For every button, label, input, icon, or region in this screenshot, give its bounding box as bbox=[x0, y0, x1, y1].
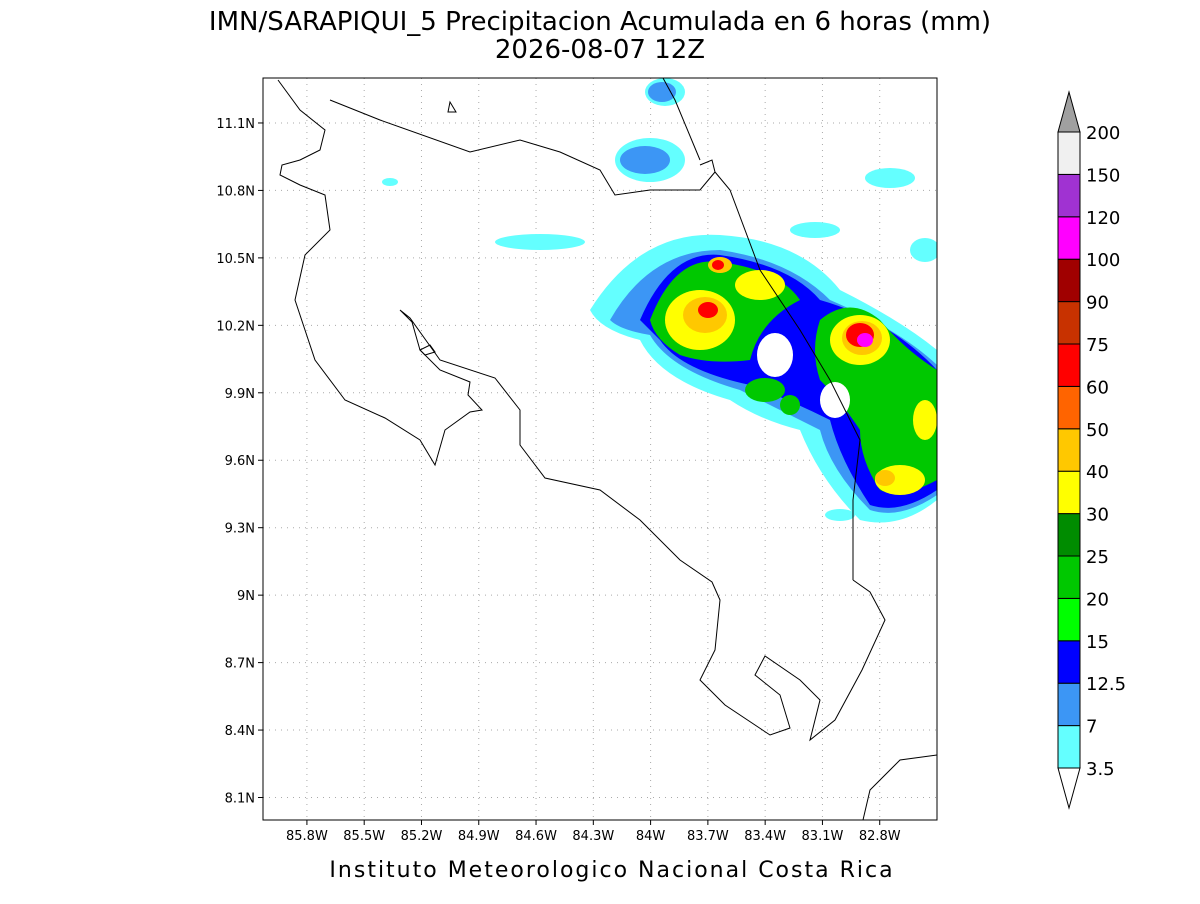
x-tick-label: 84.9W bbox=[458, 829, 500, 844]
x-tick-label: 85.2W bbox=[401, 829, 443, 844]
colorbar-box bbox=[1057, 513, 1081, 557]
x-tick-label: 83.1W bbox=[802, 829, 844, 844]
x-tick-label: 85.5W bbox=[343, 829, 385, 844]
y-tick-label: 9N bbox=[237, 589, 255, 604]
colorbar-box bbox=[1057, 131, 1081, 175]
colorbar-label: 120 bbox=[1086, 208, 1120, 229]
colorbar-label: 30 bbox=[1086, 505, 1109, 526]
axis-labels: 85.8W 85.5W 85.2W 84.9W 84.6W 84.3W 84W 83.7W 83… bbox=[216, 117, 900, 844]
colorbar-label: 3.5 bbox=[1086, 759, 1115, 780]
colorbar-label: 75 bbox=[1086, 335, 1109, 356]
x-tick-label: 84.6W bbox=[515, 829, 557, 844]
colorbar-label: 7 bbox=[1086, 717, 1097, 738]
colorbar-label: 20 bbox=[1086, 589, 1109, 610]
colorbar-label: 90 bbox=[1086, 293, 1109, 314]
colorbar-box bbox=[1057, 470, 1081, 515]
x-tick-label: 84.3W bbox=[572, 829, 614, 844]
precip-field bbox=[382, 78, 937, 523]
colorbar-label: 15 bbox=[1086, 632, 1109, 653]
colorbar-label: 25 bbox=[1086, 547, 1109, 568]
footer: Instituto Meteorologico Nacional Costa R… bbox=[329, 858, 894, 883]
colorbar-box bbox=[1057, 640, 1081, 684]
colorbar-box bbox=[1057, 301, 1081, 345]
y-tick-label: 9.6N bbox=[225, 454, 255, 469]
x-tick-label: 83.4W bbox=[744, 829, 786, 844]
colorbar-under bbox=[1057, 767, 1081, 810]
colorbar-label: 200 bbox=[1086, 123, 1120, 144]
colorbar: 3.5 7 12.5 15 20 25 30 40 50 60 75 90 100 120 150 200 bbox=[1057, 90, 1126, 810]
y-tick-label: 8.4N bbox=[225, 724, 255, 739]
colorbar-box bbox=[1057, 428, 1081, 472]
colorbar-box bbox=[1057, 555, 1081, 599]
x-tick-label: 84W bbox=[636, 829, 666, 844]
colorbar-box bbox=[1057, 385, 1081, 430]
x-tick-label: 83.7W bbox=[687, 829, 729, 844]
coastline bbox=[277, 78, 937, 820]
title: IMN/SARAPIQUI_5 Precipitacion Acumulada … bbox=[209, 7, 991, 37]
y-tick-label: 9.9N bbox=[225, 387, 255, 402]
y-tick-label: 10.5N bbox=[216, 252, 255, 267]
colorbar-label: 150 bbox=[1086, 165, 1120, 186]
y-tick-label: 10.2N bbox=[216, 319, 255, 334]
colorbar-label: 60 bbox=[1086, 377, 1109, 398]
x-tick-label: 85.8W bbox=[286, 829, 328, 844]
colorbar-over bbox=[1057, 90, 1081, 133]
colorbar-box bbox=[1057, 682, 1081, 727]
colorbar-label: 40 bbox=[1086, 462, 1109, 483]
y-tick-label: 8.1N bbox=[225, 792, 255, 807]
colorbar-box bbox=[1057, 725, 1081, 769]
y-tick-label: 9.3N bbox=[225, 522, 255, 537]
colorbar-label: 50 bbox=[1086, 420, 1109, 441]
subtitle: 2026-08-07 12Z bbox=[495, 35, 705, 65]
x-tick-label: 82.8W bbox=[859, 829, 901, 844]
map-frame bbox=[262, 77, 938, 821]
colorbar-box bbox=[1057, 173, 1081, 218]
colorbar-box bbox=[1057, 216, 1081, 260]
graticule bbox=[263, 78, 937, 820]
y-tick-label: 11.1N bbox=[216, 117, 255, 132]
y-tick-label: 10.8N bbox=[216, 184, 255, 199]
colorbar-box bbox=[1057, 258, 1081, 303]
colorbar-label: 12.5 bbox=[1086, 674, 1126, 695]
y-tick-label: 8.7N bbox=[225, 657, 255, 672]
colorbar-label: 100 bbox=[1086, 250, 1120, 271]
colorbar-box bbox=[1057, 597, 1081, 642]
colorbar-box bbox=[1057, 343, 1081, 387]
